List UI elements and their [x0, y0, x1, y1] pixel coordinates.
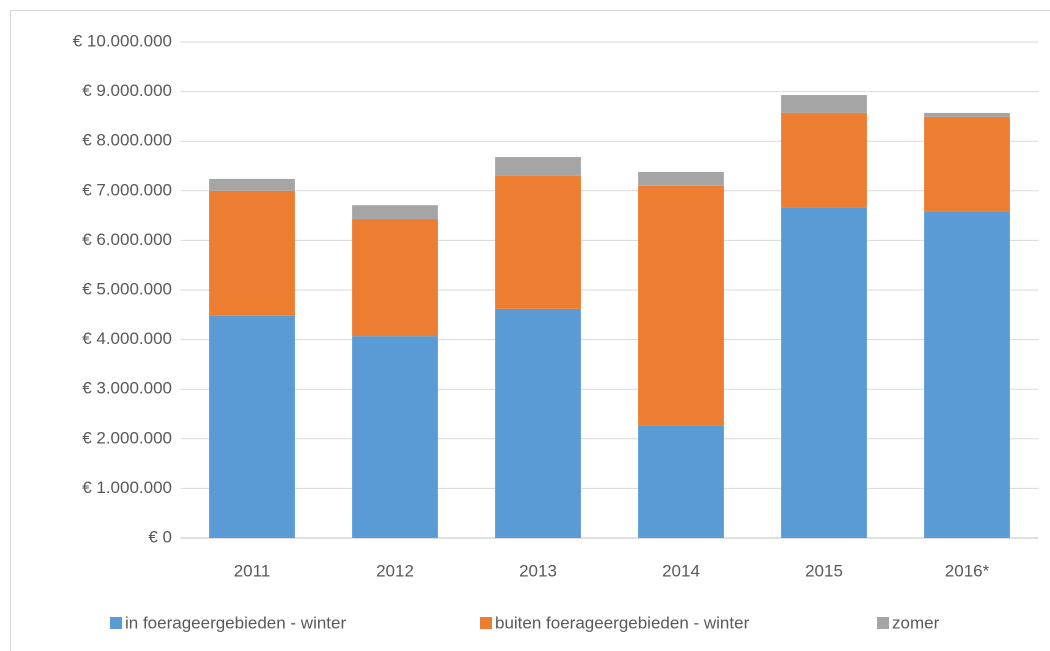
y-tick-label: € 0 [148, 527, 172, 546]
y-tick-label: € 5.000.000 [82, 279, 172, 298]
bar-segment [352, 205, 438, 220]
bar-segment [638, 185, 724, 426]
x-tick-label: 2016* [945, 561, 990, 580]
y-tick-label: € 10.000.000 [73, 31, 172, 50]
x-tick-label: 2013 [519, 561, 557, 580]
bar-segment [352, 219, 438, 337]
bar-segment [638, 425, 724, 538]
y-tick-label: € 2.000.000 [82, 428, 172, 447]
bar-segment [209, 178, 295, 191]
x-tick-label: 2015 [805, 561, 843, 580]
x-tick-label: 2012 [376, 561, 414, 580]
bar-segment [638, 171, 724, 186]
chart-frame [10, 10, 1050, 651]
legend-label: buiten foerageergebieden - winter [495, 613, 750, 632]
bar-segment [209, 190, 295, 316]
bar-segment [924, 116, 1010, 212]
bar-segment [495, 157, 581, 176]
y-tick-label: € 4.000.000 [82, 329, 172, 348]
legend-swatch [110, 617, 122, 629]
legend-label: zomer [892, 613, 940, 632]
x-tick-label: 2014 [662, 561, 700, 580]
bar-segment [495, 175, 581, 309]
y-tick-label: € 3.000.000 [82, 379, 172, 398]
y-tick-label: € 6.000.000 [82, 230, 172, 249]
y-tick-label: € 8.000.000 [82, 131, 172, 150]
y-tick-label: € 1.000.000 [82, 478, 172, 497]
legend-label: in foerageergebieden - winter [125, 613, 346, 632]
bar-segment [924, 211, 1010, 539]
bar-segment [495, 308, 581, 538]
legend-swatch [480, 617, 492, 629]
y-tick-label: € 9.000.000 [82, 81, 172, 100]
bar-segment [924, 112, 1010, 117]
bar-segment [781, 112, 867, 208]
x-tick-label: 2011 [234, 561, 271, 580]
bar-segment [209, 315, 295, 538]
legend-swatch [877, 617, 889, 629]
bar-segment [352, 336, 438, 538]
bar-segment [781, 95, 867, 113]
y-tick-label: € 7.000.000 [82, 180, 172, 199]
bar-segment [781, 207, 867, 538]
